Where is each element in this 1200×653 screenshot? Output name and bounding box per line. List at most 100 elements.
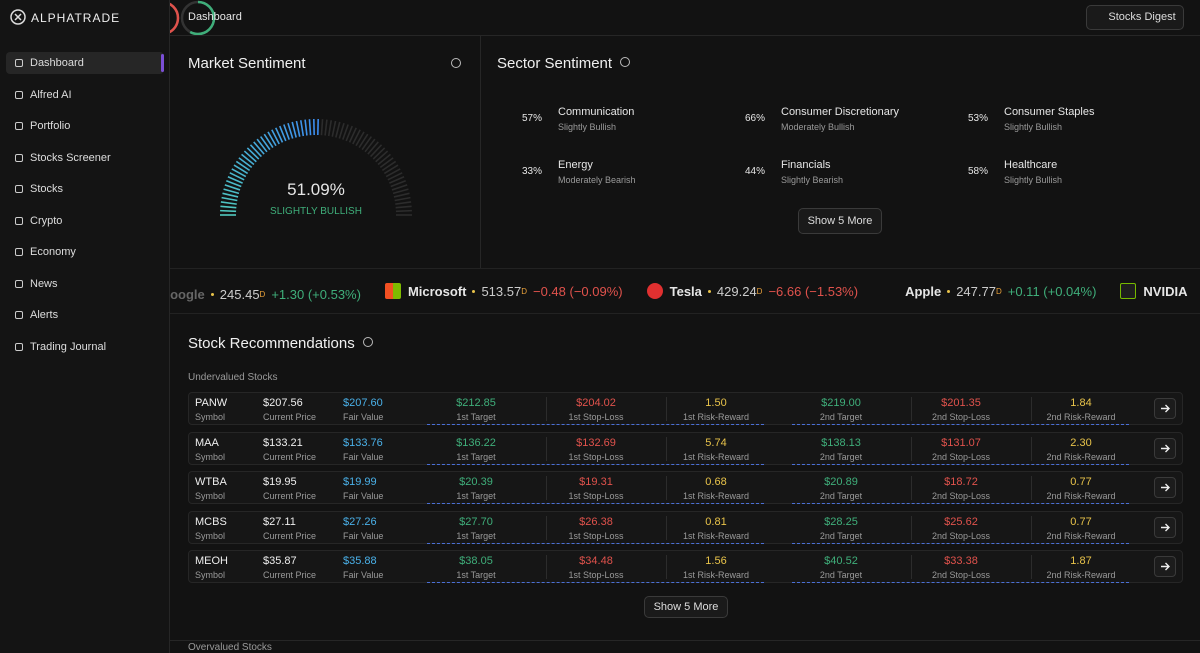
gauge-fill-tick [224, 184, 241, 191]
cell: $27.26 Fair Value [343, 516, 383, 541]
nav-item[interactable]: Crypto [6, 210, 164, 232]
cell-value: $207.60 [343, 397, 383, 409]
nav-item[interactable]: Alfred AI [6, 84, 164, 106]
nav-label: Stocks Screener [30, 151, 111, 164]
gauge-fill-tick [304, 119, 308, 136]
cell: $34.48 1st Stop-Loss [546, 555, 646, 580]
cell: 1.50 1st Risk-Reward [666, 397, 766, 422]
nav-item[interactable]: Portfolio [6, 115, 164, 137]
cell: $204.02 1st Stop-Loss [546, 397, 646, 422]
cell: $20.89 2nd Target [791, 476, 891, 501]
nav-item[interactable]: Economy [6, 241, 164, 263]
cell-value: $35.87 [263, 555, 297, 567]
ticker-flag: D [756, 286, 763, 296]
cell-label: 2nd Risk-Reward [1046, 530, 1116, 541]
cell-label: 2nd Target [819, 412, 863, 422]
ticker-item[interactable]: Google 245.45D +1.30 (+0.53%) [170, 287, 361, 302]
cell-label: 1st Stop-Loss [568, 491, 624, 501]
cell: 1.84 2nd Risk-Reward [1031, 397, 1131, 422]
row-arrow-button[interactable] [1154, 556, 1176, 577]
gauge-tick [379, 157, 394, 169]
nav-item[interactable]: Trading Journal [6, 336, 164, 358]
ticker-item[interactable]: Tesla 429.24 D −6.66 (−1.53%) [646, 283, 858, 299]
nav-icon [15, 342, 23, 351]
gauge-tick [342, 124, 349, 140]
cell: $27.70 1st Target [426, 516, 526, 541]
arrow [1161, 483, 1170, 492]
row-arrow-button[interactable] [1154, 437, 1176, 459]
cell-value: $27.11 [263, 515, 296, 528]
divider [1031, 476, 1032, 500]
gauge-fill-tick [287, 122, 294, 139]
stock-row[interactable]: MAA Symbol $133.21 Current Price $133.76 Fair… [188, 431, 1183, 465]
dashed-underline [427, 582, 764, 583]
cell: $19.31 1st Stop-Loss [546, 476, 646, 501]
info-icon[interactable] [451, 58, 461, 68]
cell-value: $136.22 [456, 436, 496, 449]
cell-value: 2.30 [1070, 436, 1092, 449]
nav-icon [15, 279, 23, 288]
ticker-item[interactable]: Apple 247.77 D +0.11 (+0.04%) [882, 283, 1096, 299]
stock-row[interactable]: PANW Symbol $207.56 Current Price $207.60 Fai… [188, 392, 1183, 425]
show-more-button[interactable]: Show 5 More [798, 208, 882, 234]
divider [911, 555, 912, 579]
stock-row[interactable]: MCBS Symbol $27.11 Current Price $27.26 Fair … [188, 510, 1183, 544]
cell-value: $34.48 [579, 555, 613, 567]
gauge-fill-tick [275, 127, 284, 143]
show-more-button[interactable]: Show 5 More [644, 596, 728, 618]
cell: 2.30 2nd Risk-Reward [1031, 436, 1131, 462]
stock-row[interactable]: MEOH Symbol $35.87 Current Price $35.88 Fair … [188, 550, 1183, 583]
nav-label: Economy [30, 246, 76, 258]
cell-value: 1.87 [1070, 555, 1092, 567]
cell: 0.77 2nd Risk-Reward [1031, 476, 1131, 501]
cell-value: $27.70 [459, 515, 493, 528]
separator [947, 289, 951, 293]
gauge-tick [338, 122, 345, 139]
cell-label: 1st Target [456, 570, 496, 580]
cell-value: $19.99 [343, 476, 377, 488]
gauge-fill-tick [229, 172, 245, 181]
stocks-digest-button[interactable]: Stocks Digest [1086, 5, 1184, 30]
ticker-item[interactable]: NVIDIA [1120, 283, 1187, 299]
row-arrow-button[interactable] [1154, 398, 1176, 419]
gauge-tick [392, 188, 409, 195]
nav-label: Stocks [30, 183, 64, 195]
ticker-change: +0.11 (+0.04%) [1007, 283, 1097, 299]
separator [472, 289, 476, 293]
cell-label: Current Price [263, 530, 317, 541]
sector-percent: 66% [744, 113, 765, 124]
nav-item[interactable]: Stocks Screener [6, 147, 164, 169]
row-arrow-button[interactable] [1154, 477, 1176, 498]
gauge-tick [395, 205, 412, 209]
cell-label: Current Price [263, 491, 317, 501]
cell: $132.69 1st Stop-Loss [546, 436, 646, 462]
cell-label: 1st Target [456, 451, 496, 462]
row-arrow-button[interactable] [1154, 516, 1176, 538]
stock-row[interactable]: WTBA Symbol $19.95 Current Price $19.99 Fair … [188, 471, 1183, 504]
gauge-fill-tick [256, 138, 268, 153]
cell-label: 2nd Target [819, 530, 863, 541]
nav-item[interactable]: Dashboard [6, 52, 164, 74]
divider [666, 476, 667, 500]
gauge-tick [320, 119, 324, 136]
cell: $212.85 1st Target [426, 397, 526, 422]
nav-item[interactable]: News [6, 273, 164, 295]
cell-label: 2nd Target [819, 491, 863, 501]
nav-item[interactable]: Stocks [6, 178, 164, 200]
cell-label: 2nd Risk-Reward [1046, 412, 1116, 422]
gauge-tick [352, 129, 361, 145]
ticker-name: Apple [905, 283, 942, 299]
nav-icon [15, 122, 23, 130]
cell-value: $212.85 [456, 397, 496, 409]
info-icon[interactable] [362, 337, 373, 347]
cell-label: Fair Value [343, 491, 384, 501]
cell: $133.21 Current Price [263, 437, 316, 462]
nav-item[interactable]: Alerts [6, 304, 164, 326]
divider [546, 555, 547, 579]
nav-icon [15, 59, 23, 67]
ticker: Google245.45D+1.30 (+0.53%) Microsoft513.… [170, 268, 1200, 314]
divider [546, 476, 547, 500]
info-icon[interactable] [620, 57, 631, 67]
dashed-underline [792, 542, 1129, 544]
ticker-item[interactable]: Microsoft 513.57 D −0.48 (−0.09%) [384, 283, 623, 299]
